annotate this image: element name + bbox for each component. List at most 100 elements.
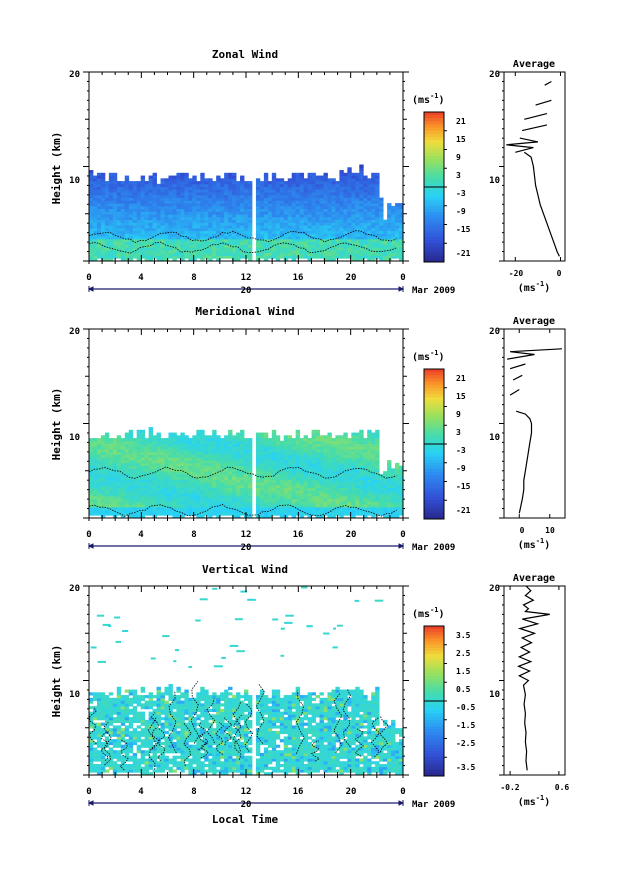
heatmap-cell (152, 219, 157, 223)
heatmap-cell (220, 449, 225, 453)
heatmap-cell (188, 471, 193, 475)
heatmap-cell (192, 476, 197, 480)
heatmap-cell (172, 451, 177, 456)
heatmap-cell (311, 192, 316, 196)
heatmap-cell (168, 233, 173, 237)
heatmap-cell (363, 225, 368, 229)
heatmap-cell (232, 451, 237, 456)
heatmap-cell (208, 471, 213, 475)
heatmap-cell (112, 189, 118, 193)
colorbar-swatch (424, 196, 444, 201)
heatmap-cell (279, 465, 285, 469)
heatmap-cell (263, 216, 269, 221)
heatmap-cell (212, 247, 217, 251)
heatmap-cell (220, 192, 225, 196)
heatmap-cell (156, 258, 161, 262)
heatmap-cell (327, 501, 332, 505)
heatmap-cell (363, 181, 368, 185)
heatmap-cell (331, 211, 336, 215)
heatmap-cell (184, 482, 189, 486)
heatmap-cell (140, 178, 146, 182)
heatmap-cell (339, 438, 344, 442)
heatmap-cell (156, 506, 161, 511)
heatmap-cell (140, 443, 146, 447)
heatmap-cell (279, 451, 285, 456)
heatmap-cell (295, 429, 301, 433)
heatmap-cell (339, 509, 344, 513)
heatmap-cell (124, 501, 130, 505)
heatmap-cell (208, 197, 213, 201)
heatmap-cell (335, 247, 340, 251)
heatmap-cell (295, 440, 301, 444)
heatmap-cell (92, 230, 98, 234)
heatmap-cell (240, 255, 245, 259)
heatmap-cell (232, 484, 237, 489)
heatmap-cell (315, 178, 320, 182)
heatmap-cell (204, 460, 209, 464)
heatmap-cell (255, 200, 261, 204)
heatmap-cell (192, 192, 197, 196)
heatmap-cell (327, 189, 332, 193)
heatmap-cell (164, 471, 169, 475)
heatmap-cell (128, 181, 134, 185)
heatmap-cell (144, 233, 150, 237)
heatmap-cell (232, 244, 237, 248)
heatmap-cell (152, 189, 157, 193)
heatmap-cell (232, 233, 237, 237)
heatmap-cell (172, 219, 177, 223)
heatmap-cell (259, 515, 265, 519)
heatmap-cell (172, 194, 177, 199)
heatmap-cell (180, 186, 185, 190)
heatmap-cell (228, 233, 233, 237)
heatmap-cell (124, 225, 130, 229)
heatmap-cell (259, 233, 265, 237)
colorbar-swatch (424, 127, 444, 132)
heatmap-cell (379, 249, 384, 254)
heatmap-cell (323, 451, 328, 456)
heatmap-cell (335, 471, 340, 475)
heatmap-cell (168, 241, 173, 245)
heatmap-cell (303, 227, 308, 232)
heatmap-cell (259, 438, 265, 442)
heatmap-cell (399, 465, 404, 469)
heatmap-cell (279, 181, 285, 185)
heatmap-cell (307, 509, 312, 513)
heatmap-cell (307, 203, 312, 207)
heatmap-cell (343, 498, 348, 502)
heatmap-cell (236, 186, 241, 190)
colorbar-swatch (424, 202, 444, 207)
heatmap-cell (295, 476, 301, 480)
heatmap-cell (315, 506, 320, 511)
heatmap-cell (228, 504, 233, 508)
heatmap-cell (367, 249, 372, 254)
heatmap-cell (140, 200, 146, 204)
heatmap-cell (216, 460, 221, 464)
heatmap-cell (371, 255, 376, 259)
heatmap-cell (259, 509, 265, 513)
heatmap-cell (232, 504, 237, 508)
heatmap-cell (355, 216, 360, 221)
zonal-wind-average-ytick-10: 10 (489, 176, 500, 186)
heatmap-cell (228, 181, 233, 185)
heatmap-cell (92, 479, 98, 483)
heatmap-cell (303, 205, 308, 210)
heatmap-cell (228, 512, 233, 516)
heatmap-cell (367, 216, 372, 221)
heatmap-cell (216, 471, 221, 475)
heatmap-cell (212, 462, 217, 467)
heatmap-cell (100, 249, 106, 254)
heatmap-cell (299, 222, 305, 226)
heatmap-cell (323, 465, 328, 469)
heatmap-cell (287, 197, 293, 201)
heatmap-cell (228, 490, 233, 494)
heatmap-cell (299, 244, 305, 248)
heatmap-cell (124, 484, 130, 489)
heatmap-cell (343, 216, 348, 221)
heatmap-cell (291, 462, 297, 467)
heatmap-cell (96, 446, 102, 450)
heatmap-cell (172, 183, 177, 187)
heatmap-cell (240, 435, 245, 439)
heatmap-cell (140, 495, 146, 500)
heatmap-cell (228, 432, 233, 436)
heatmap-cell (295, 249, 301, 254)
